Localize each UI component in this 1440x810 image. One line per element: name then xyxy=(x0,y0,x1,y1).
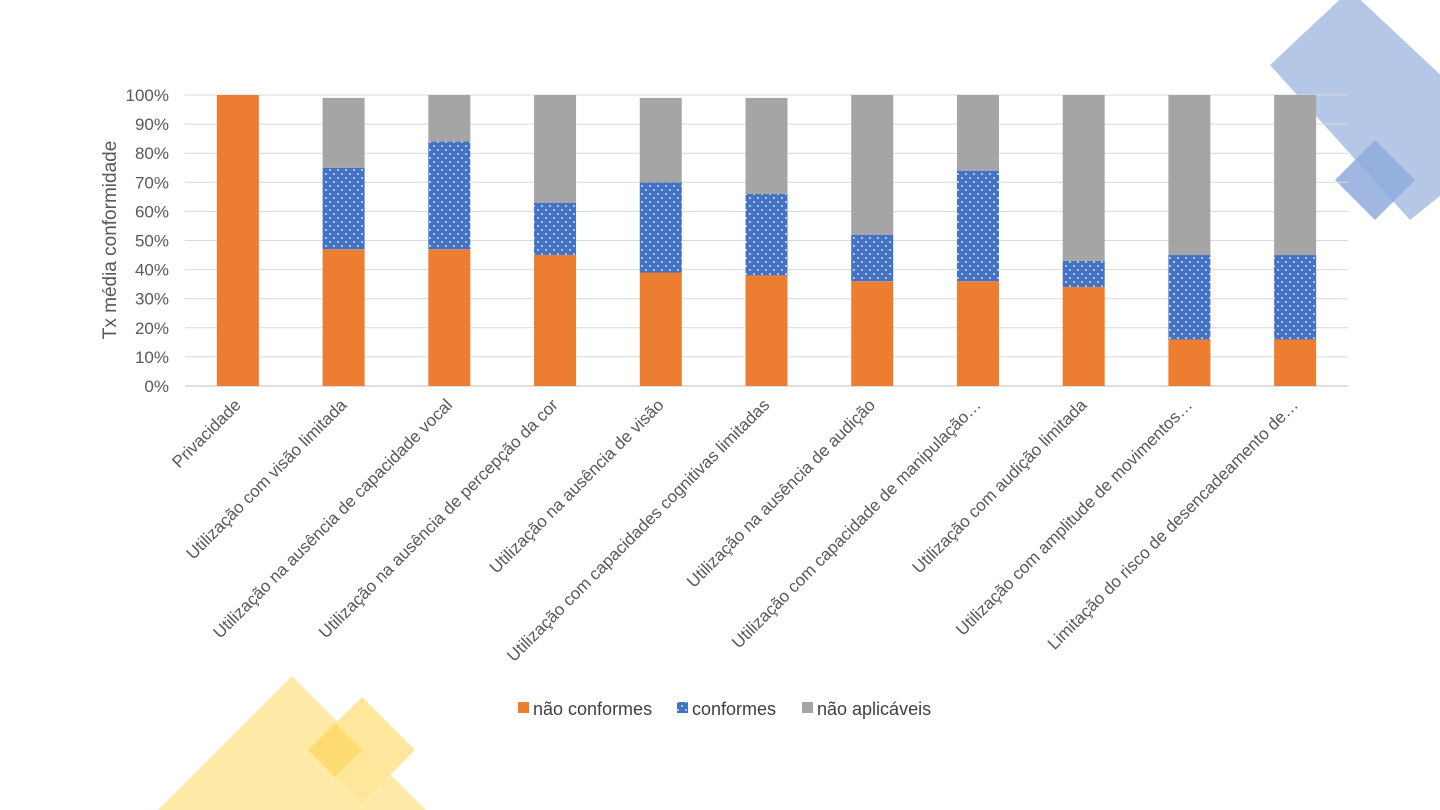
bar-segment-nao-aplicaveis xyxy=(639,97,682,183)
bar-segment-nao-aplicaveis xyxy=(745,97,788,194)
bar-segment-nao-conformes xyxy=(1062,287,1105,386)
decorative-shapes xyxy=(158,0,1440,810)
x-category-label: Privacidade xyxy=(168,395,244,471)
bar-segment-nao-conformes xyxy=(1168,339,1211,386)
y-tick-label: 30% xyxy=(135,290,169,309)
bar-segment-conformes xyxy=(1168,255,1211,340)
bar-segment-nao-conformes xyxy=(428,249,471,386)
x-category-label: Utilização na ausência de capacidade voc… xyxy=(209,395,456,642)
bar-segment-nao-conformes xyxy=(956,281,999,386)
y-tick-label: 20% xyxy=(135,319,169,338)
bar-segment-nao-aplicaveis xyxy=(322,97,365,168)
bar-segment-nao-conformes xyxy=(322,249,365,386)
bar-segment-conformes xyxy=(534,202,577,256)
y-tick-label: 80% xyxy=(135,144,169,163)
legend: não conformes conformes não aplicáveis xyxy=(518,699,931,719)
x-category-label: Utilização com audição limitada xyxy=(909,395,1091,577)
legend-label: não aplicáveis xyxy=(817,699,931,719)
bar-segment-nao-aplicaveis xyxy=(1274,95,1317,256)
bar-segment-nao-conformes xyxy=(745,275,788,386)
bar-segment-conformes xyxy=(745,193,788,276)
bar-segment-nao-conformes xyxy=(639,272,682,386)
bar-segment-nao-aplicaveis xyxy=(851,95,894,235)
decor-diamond-blue-small xyxy=(1335,140,1415,220)
y-tick-label: 100% xyxy=(126,86,169,105)
bar-segment-conformes xyxy=(956,170,999,282)
x-category-label: Utilização com capacidade de manipulação… xyxy=(728,395,985,652)
x-category-label: Limitação do risco de desencadeamento de… xyxy=(1044,395,1302,653)
decor-diamond-yellow-overlap xyxy=(308,723,362,777)
y-tick-label: 10% xyxy=(135,348,169,367)
bar-segment-nao-conformes xyxy=(1274,339,1317,386)
bar-segment-conformes xyxy=(428,141,471,250)
bar-segment-conformes xyxy=(639,182,682,273)
bars xyxy=(216,95,1317,386)
legend-label: conformes xyxy=(692,699,776,719)
bar-segment-nao-conformes xyxy=(534,255,577,386)
bar-segment-conformes xyxy=(851,234,894,282)
legend-swatch xyxy=(802,702,813,713)
legend-swatch xyxy=(677,702,688,713)
bar-segment-nao-aplicaveis xyxy=(1168,95,1211,256)
y-tick-label: 60% xyxy=(135,202,169,221)
x-category-label: Utilização com amplitude de movimentos… xyxy=(952,395,1196,639)
bar-segment-nao-aplicaveis xyxy=(956,95,999,171)
legend-swatch xyxy=(518,702,529,713)
bar-segment-conformes xyxy=(1062,260,1105,288)
y-tick-label: 50% xyxy=(135,232,169,251)
x-category-label: Utilização na ausência de percepção da c… xyxy=(315,395,562,642)
y-axis-title: Tx média conformidade xyxy=(100,141,121,340)
bar-segment-nao-conformes xyxy=(216,95,259,386)
bar-segment-conformes xyxy=(1274,255,1317,340)
y-tick-label: 40% xyxy=(135,261,169,280)
bar-segment-nao-aplicaveis xyxy=(1062,95,1105,261)
bar-segment-nao-aplicaveis xyxy=(428,95,471,142)
bar-segment-nao-aplicaveis xyxy=(534,95,577,203)
bar-segment-nao-conformes xyxy=(851,281,894,386)
bar-segment-conformes xyxy=(322,167,365,250)
y-tick-label: 0% xyxy=(144,377,169,396)
legend-label: não conformes xyxy=(533,699,652,719)
x-category-label: Utilização na ausência de audição xyxy=(683,395,879,591)
y-tick-label: 70% xyxy=(135,173,169,192)
x-category-label: Utilização na ausência de visão xyxy=(486,395,668,577)
y-tick-label: 90% xyxy=(135,115,169,134)
y-axis-ticks: 0% 10% 20% 30% 40% 50% 60% 70% 80% 90% 100% xyxy=(126,86,169,396)
